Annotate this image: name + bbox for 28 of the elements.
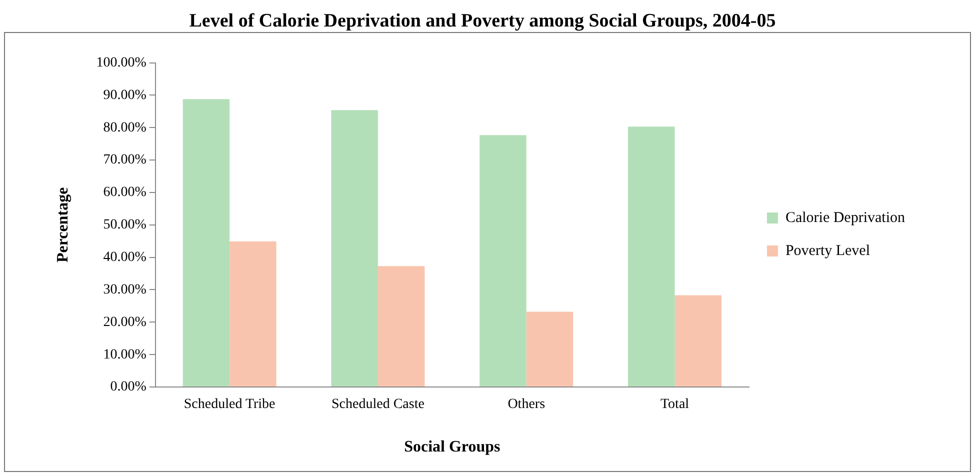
y-tick-label: 90.00% (103, 88, 147, 103)
bar (331, 110, 378, 386)
bar (674, 295, 722, 386)
x-tick-label: Scheduled Caste (332, 397, 424, 412)
bar (378, 266, 425, 386)
y-tick-label: 0.00% (110, 380, 147, 395)
y-tick-label: 40.00% (103, 250, 147, 265)
x-axis-title: Social Groups (404, 438, 500, 456)
y-tick-label: 30.00% (103, 282, 147, 298)
bar (480, 135, 526, 386)
y-tick-label: 10.00% (103, 347, 147, 362)
y-tick-label: 60.00% (103, 185, 147, 200)
bar (526, 312, 574, 386)
x-tick-label: Total (660, 397, 690, 412)
legend-label: Calorie Deprivation (785, 210, 906, 226)
legend-label: Poverty Level (785, 242, 870, 259)
y-axis-title: Percentage (54, 187, 72, 263)
chart-title: Level of Calorie Deprivation and Poverty among Social Groups, 2004-05 (189, 10, 776, 32)
y-tick-label: 50.00% (103, 218, 147, 233)
y-tick-label: 100.00% (96, 55, 147, 70)
x-tick-label: Others (508, 397, 546, 412)
bar (628, 126, 675, 386)
y-tick-label: 70.00% (103, 152, 147, 168)
y-tick-label: 20.00% (103, 314, 147, 330)
y-tick-label: 80.00% (103, 120, 147, 136)
bar (182, 99, 230, 386)
x-tick-label: Scheduled Tribe (184, 397, 276, 412)
bar (230, 241, 276, 386)
